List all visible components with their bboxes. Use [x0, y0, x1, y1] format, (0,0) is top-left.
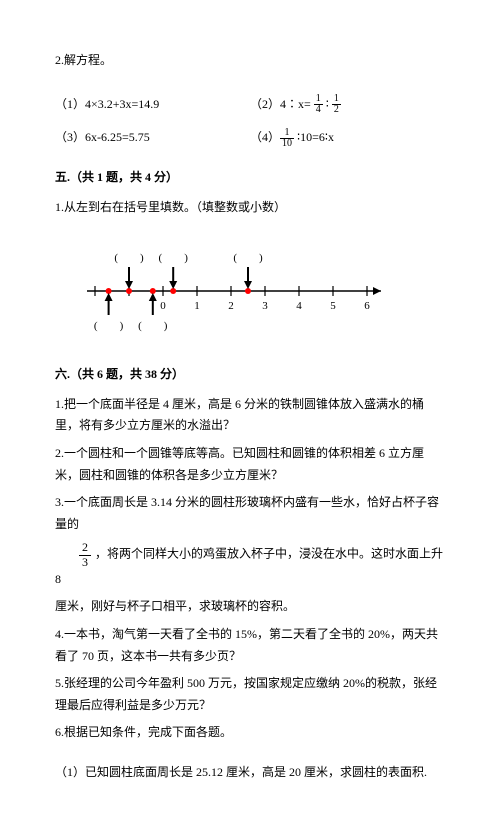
- svg-text:4: 4: [296, 300, 302, 312]
- sec6-q3b: ，将两个同样大小的鸡蛋放入杯子中，浸没在水中。这时水面上升 8: [55, 547, 443, 586]
- sec6-q3c: 厘米，刚好与杯子口相平，求玻璃杯的容积。: [55, 596, 445, 618]
- eq-2-mid: ∶: [323, 97, 332, 111]
- svg-text:0: 0: [160, 300, 166, 312]
- equations-block: （1）4×3.2+3x=14.9 （2）4∶x= 14 ∶ 12 （3）6x-6…: [55, 94, 445, 150]
- eq-3: （3）6x-6.25=5.75: [55, 127, 250, 149]
- eq-2-frac1-den: 4: [314, 105, 323, 115]
- svg-text:1: 1: [194, 300, 200, 312]
- section-6-title: 六.（共 6 题，共 38 分）: [55, 364, 445, 386]
- sec6-q3a: 3.一个底面周长是 3.14 分米的圆柱形玻璃杯内盛有一些水，恰好占杯子容量的: [55, 495, 439, 531]
- eq-2-prefix: （2）4∶x=: [250, 97, 314, 111]
- svg-text:( ): ( ): [94, 320, 124, 332]
- sec6-q3-line2: 23，将两个同样大小的鸡蛋放入杯子中，浸没在水中。这时水面上升 8: [55, 541, 445, 590]
- number-line-svg: 0 1 2 3 4 5 6 ( ) ( ) ( ) ( ) ( ): [75, 236, 415, 346]
- sec6-q3-frac-den: 3: [79, 556, 91, 569]
- svg-text:( ): ( ): [138, 320, 168, 332]
- sec6-q6: 6.根据已知条件，完成下面各题。: [55, 722, 445, 744]
- sec5-q1: 1.从左到右在括号里填数。（填整数或小数）: [55, 197, 445, 219]
- q2-title: 2.解方程。: [55, 50, 445, 72]
- eq-4-suffix: ∶10=6∶x: [294, 130, 334, 144]
- sec6-q1: 1.把一个底面半径是 4 厘米，高是 6 分米的铁制圆锥体放入盛满水的桶里，将有…: [55, 394, 445, 437]
- eq-4-frac: 110: [280, 128, 294, 149]
- eq-2-frac2-den: 2: [332, 105, 341, 115]
- sec6-q5: 5.张经理的公司今年盈利 500 万元，按国家规定应缴纳 20%的税款，张经理最…: [55, 673, 445, 716]
- svg-text:( ): ( ): [159, 252, 189, 264]
- sec6-q2: 2.一个圆柱和一个圆锥等底等高。已知圆柱和圆锥的体积相差 6 立方厘米，圆柱和圆…: [55, 443, 445, 486]
- svg-text:2: 2: [228, 300, 234, 312]
- sec6-q3: 3.一个底面周长是 3.14 分米的圆柱形玻璃杯内盛有一些水，恰好占杯子容量的: [55, 492, 445, 535]
- svg-text:6: 6: [364, 300, 370, 312]
- eq-row-2: （3）6x-6.25=5.75 （4）110 ∶10=6∶x: [55, 127, 445, 149]
- svg-text:( ): ( ): [114, 252, 144, 264]
- sec6-q3-frac-num: 2: [79, 541, 91, 555]
- eq-2: （2）4∶x= 14 ∶ 12: [250, 94, 445, 116]
- sec6-q6-1: （1）已知圆柱底面周长是 25.12 厘米，高是 20 厘米，求圆柱的表面积.: [55, 762, 445, 784]
- svg-text:3: 3: [262, 300, 268, 312]
- eq-4-prefix: （4）: [250, 130, 280, 144]
- eq-1: （1）4×3.2+3x=14.9: [55, 94, 250, 116]
- svg-text:( ): ( ): [233, 252, 263, 264]
- svg-text:5: 5: [330, 300, 336, 312]
- sec6-q3-frac: 23: [79, 541, 91, 568]
- eq-2-frac2: 12: [332, 94, 341, 115]
- eq-4: （4）110 ∶10=6∶x: [250, 127, 445, 149]
- eq-4-frac-den: 10: [280, 139, 294, 149]
- eq-2-frac1: 14: [314, 94, 323, 115]
- number-line-figure: 0 1 2 3 4 5 6 ( ) ( ) ( ) ( ) ( ): [75, 236, 445, 346]
- section-5-title: 五.（共 1 题，共 4 分）: [55, 167, 445, 189]
- eq-row-1: （1）4×3.2+3x=14.9 （2）4∶x= 14 ∶ 12: [55, 94, 445, 116]
- sec6-q4: 4.一本书，淘气第一天看了全书的 15%，第二天看了全书的 20%，两天共看了 …: [55, 624, 445, 667]
